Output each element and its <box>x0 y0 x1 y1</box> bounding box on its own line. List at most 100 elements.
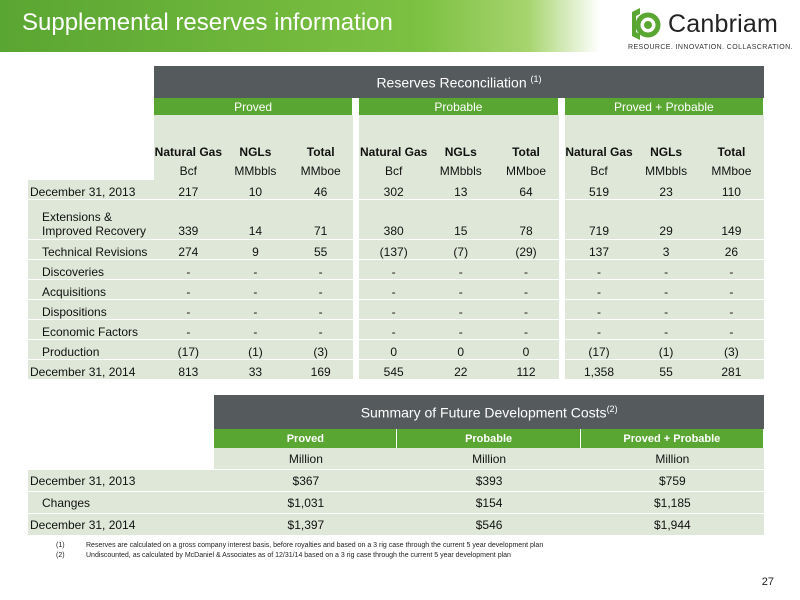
unit-label: MMboe <box>288 161 354 180</box>
table-cell: (1) <box>633 340 699 360</box>
table-cell: - <box>288 300 354 320</box>
table-cell: (3) <box>698 340 764 360</box>
fdc-column-header: Proved <box>214 429 398 448</box>
table-cell: 813 <box>153 360 223 380</box>
table-cell: - <box>428 280 494 300</box>
table-cell: 64 <box>493 180 559 200</box>
table-cell: 274 <box>153 240 223 260</box>
footnote-number: (2) <box>56 552 65 559</box>
reserves-table-title: Reserves Reconciliation (1) <box>153 66 764 98</box>
fdc-unit-label: Million <box>397 448 581 470</box>
table-cell: - <box>153 300 223 320</box>
table-row: Technical Revisions 274 9 55 (137) (7) (29) 137… <box>28 240 764 260</box>
table-cell: - <box>633 260 699 280</box>
table-cell: $759 <box>580 470 764 492</box>
fdc-unit-label: Million <box>580 448 764 470</box>
table-cell: - <box>564 280 634 300</box>
table-cell: - <box>359 280 429 300</box>
table-cell: - <box>564 300 634 320</box>
table-cell: - <box>564 320 634 340</box>
table-cell: 302 <box>359 180 429 200</box>
header-bar: Supplemental reserves information <box>0 0 600 52</box>
fdc-table-title: Summary of Future Development Costs(2) <box>214 395 764 429</box>
table-cell: - <box>222 280 289 300</box>
unit-label: MMboe <box>698 161 764 180</box>
table-cell: - <box>698 280 764 300</box>
column-header: NGLs <box>633 115 699 161</box>
footnote-number: (1) <box>56 542 65 549</box>
table-cell: 380 <box>359 200 429 240</box>
table-cell: $546 <box>397 514 581 536</box>
table-cell: 719 <box>564 200 634 240</box>
table-cell: - <box>153 260 223 280</box>
table-cell: 33 <box>222 360 289 380</box>
table-cell: - <box>564 260 634 280</box>
logo-tagline: RESOURCE. INNOVATION. COLLASCRATION. <box>628 44 793 51</box>
table-cell: 149 <box>698 200 764 240</box>
table-cell: - <box>633 320 699 340</box>
column-header: NGLs <box>222 115 289 161</box>
table-cell: - <box>698 300 764 320</box>
row-label: Changes <box>28 492 215 514</box>
group-header-row: Proved Probable Proved + Probable <box>28 98 764 115</box>
table-cell: 3 <box>633 240 699 260</box>
table-cell: 0 <box>493 340 559 360</box>
column-header: Total <box>493 115 559 161</box>
future-development-costs-table: Summary of Future Development Costs(2) P… <box>28 395 764 536</box>
table-cell: 0 <box>428 340 494 360</box>
footnote: (2) Undiscounted, as calculated by McDan… <box>56 552 543 562</box>
table-cell: - <box>698 260 764 280</box>
table-cell: - <box>493 280 559 300</box>
unit-label: MMboe <box>493 161 559 180</box>
table-row: Economic Factors - - - - - - - - - <box>28 320 764 340</box>
canbriam-logo-icon <box>632 8 661 40</box>
table-cell: $367 <box>214 470 398 492</box>
row-label: Acquisitions <box>28 280 154 300</box>
table-cell: 169 <box>288 360 354 380</box>
column-header: NGLs <box>428 115 494 161</box>
table-row: December 31, 2013 217 10 46 302 13 64 519 23 110 <box>28 180 764 200</box>
reserves-reconciliation-table: Reserves Reconciliation (1) Proved Proba… <box>28 66 764 380</box>
table-cell: 23 <box>633 180 699 200</box>
row-label: December 31, 2013 <box>28 470 215 492</box>
table-cell: 1,358 <box>564 360 634 380</box>
fdc-column-header: Proved + Probable <box>580 429 764 448</box>
row-label: Discoveries <box>28 260 154 280</box>
table-cell: - <box>359 300 429 320</box>
unit-label: Bcf <box>153 161 223 180</box>
unit-row: Bcf MMbbls MMboe Bcf MMbbls MMboe Bcf MM… <box>28 161 764 180</box>
table-cell: - <box>493 300 559 320</box>
table-cell: 26 <box>698 240 764 260</box>
table-cell: - <box>633 280 699 300</box>
page-title: Supplemental reserves information <box>22 9 393 36</box>
footnote-text: Undiscounted, as calculated by McDaniel … <box>86 552 511 559</box>
row-label: December 31, 2014 <box>28 360 154 380</box>
page-number: 27 <box>761 576 774 588</box>
column-header-row: Natural Gas NGLs Total Natural Gas NGLs … <box>28 115 764 161</box>
table-cell: (1) <box>222 340 289 360</box>
row-label-line: Improved Recovery <box>42 224 147 238</box>
table-cell: 71 <box>288 200 354 240</box>
table-cell: 46 <box>288 180 354 200</box>
table-cell: (29) <box>493 240 559 260</box>
table-cell: $1,185 <box>580 492 764 514</box>
table-cell: - <box>153 320 223 340</box>
table-cell: - <box>359 320 429 340</box>
footnote: (1) Reserves are calculated on a gross c… <box>56 542 543 552</box>
table-cell: $154 <box>397 492 581 514</box>
table-row: Changes $1,031 $154 $1,185 <box>28 492 764 514</box>
row-label: Technical Revisions <box>28 240 154 260</box>
table-row: Discoveries - - - - - - - - - <box>28 260 764 280</box>
table-cell: 10 <box>222 180 289 200</box>
table-cell: - <box>698 320 764 340</box>
row-label: Extensions & Improved Recovery <box>28 200 154 240</box>
table-cell: 545 <box>359 360 429 380</box>
table-cell: - <box>428 320 494 340</box>
table-cell: 15 <box>428 200 494 240</box>
table-cell: - <box>288 320 354 340</box>
table-row: December 31, 2014 $1,397 $546 $1,944 <box>28 514 764 536</box>
table-cell: $393 <box>397 470 581 492</box>
table-cell: - <box>222 320 289 340</box>
fdc-table-body: December 31, 2013 $367 $393 $759 Changes $1,0… <box>28 470 764 536</box>
table-cell: (137) <box>359 240 429 260</box>
